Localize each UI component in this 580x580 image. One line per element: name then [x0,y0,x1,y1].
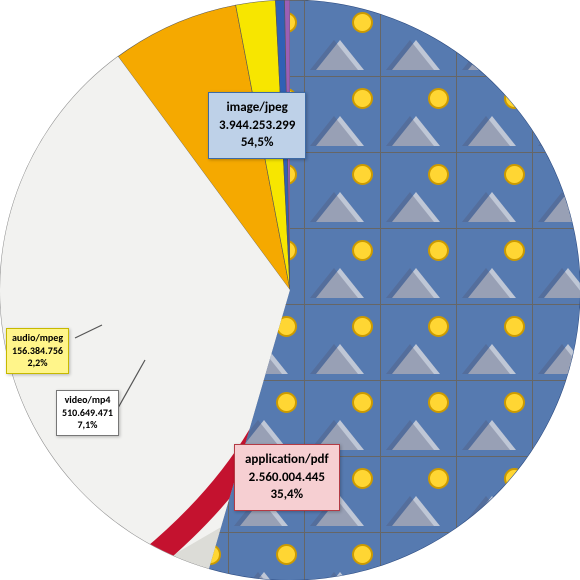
label-mime: audio/mpeg [12,332,63,345]
label-jpeg: image/jpeg3.944.253.29954,5% [208,92,306,159]
label-mime: video/mp4 [62,394,113,407]
connector-mp4 [118,360,145,408]
label-percent: 2,2% [12,357,63,370]
label-mime: application/pdf [245,451,329,469]
label-audio: audio/mpeg156.384.7562,2% [6,328,69,374]
pie-chart: image/jpeg3.944.253.29954,5% application/… [0,0,580,580]
connector-audio [75,325,102,338]
label-percent: 7,1% [62,419,113,432]
label-mime: image/jpeg [219,99,295,117]
label-mp4: video/mp4510.649.4717,1% [56,390,119,436]
label-percent: 35,4% [245,486,329,504]
label-count: 2.560.004.445 [245,469,329,487]
label-percent: 54,5% [219,134,295,152]
label-pdf: application/pdf2.560.004.44535,4% [234,444,340,511]
label-count: 3.944.253.299 [219,117,295,135]
